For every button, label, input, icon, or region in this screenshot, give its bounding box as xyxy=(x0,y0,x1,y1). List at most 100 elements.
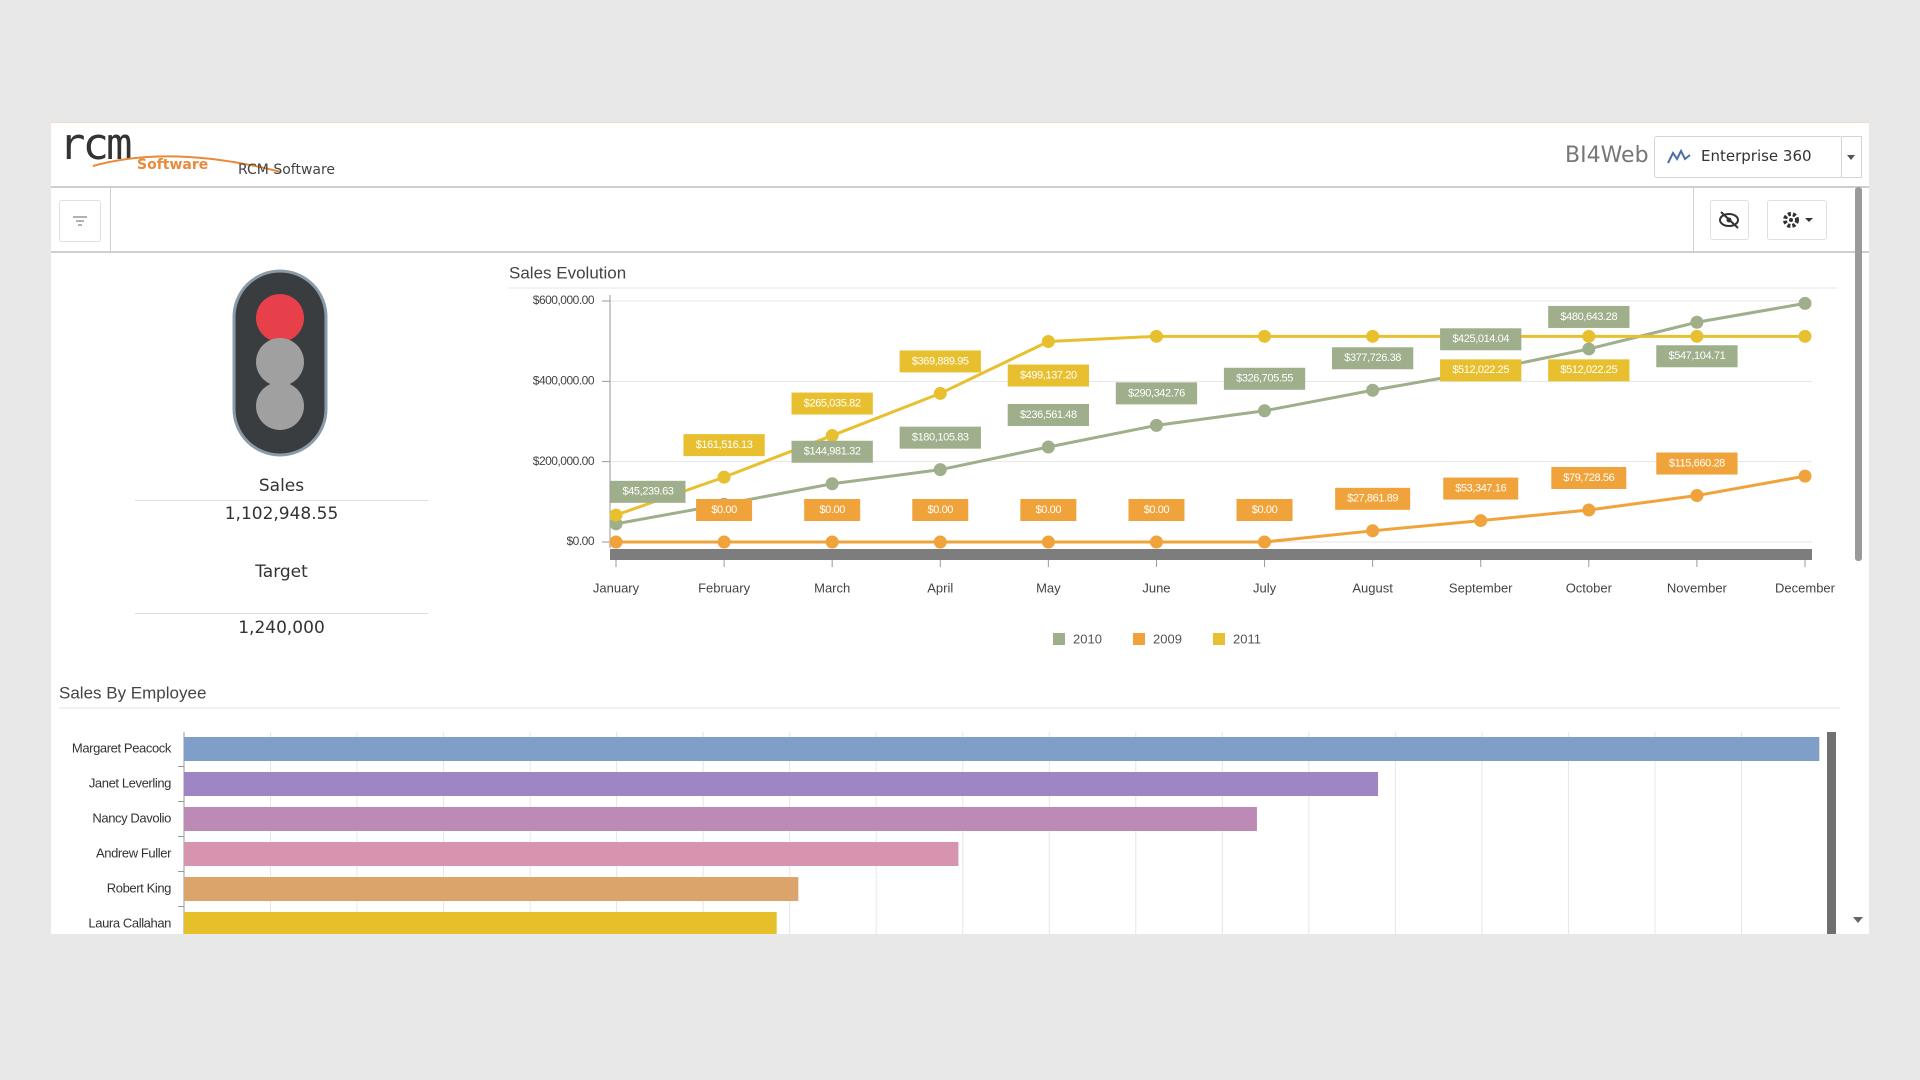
data-label-box xyxy=(1335,487,1411,510)
data-label-text: $326,705.55 xyxy=(1236,373,1293,385)
workspace-dropdown[interactable] xyxy=(1841,136,1862,178)
y-tick-label: Nancy Davolio xyxy=(92,810,171,825)
data-point xyxy=(1258,404,1272,418)
data-label: $115,660.28 xyxy=(1656,452,1738,475)
app-name: BI4Web xyxy=(1565,143,1649,168)
filter-button[interactable] xyxy=(59,200,101,242)
hide-button[interactable] xyxy=(1710,200,1749,240)
y-tick-label: Janet Leverling xyxy=(89,775,171,790)
data-label: $53,347.16 xyxy=(1443,477,1519,500)
data-label-box xyxy=(1128,499,1185,521)
legend-swatch xyxy=(1053,633,1065,645)
data-label-box xyxy=(1551,466,1627,489)
data-label-text: $377,726.38 xyxy=(1344,352,1401,364)
y-tick-label: Margaret Peacock xyxy=(72,740,172,755)
bar xyxy=(184,842,959,866)
data-label-box xyxy=(791,392,873,415)
toolbar-divider xyxy=(1693,188,1694,251)
data-label-box xyxy=(1223,367,1306,390)
data-point xyxy=(1798,329,1812,343)
data-point xyxy=(1149,418,1163,432)
data-label-text: $0.00 xyxy=(1144,504,1170,516)
data-point xyxy=(1690,489,1704,503)
kpi-rule xyxy=(135,500,428,501)
data-point xyxy=(1690,329,1704,343)
data-label: $0.00 xyxy=(1128,499,1185,521)
data-label-box xyxy=(1007,403,1090,426)
data-label-box xyxy=(1443,477,1519,500)
data-label: $0.00 xyxy=(1236,499,1293,521)
gear-icon xyxy=(1783,212,1813,228)
charts: Sales Evolution $0.00 $200,000.00 $400,000.… xyxy=(59,263,1840,934)
data-point xyxy=(1798,469,1812,483)
kpi-value: 1,102,948.55 xyxy=(224,504,339,524)
data-label-box xyxy=(1656,345,1738,368)
data-label-text: $236,561.48 xyxy=(1020,409,1077,421)
settings-button[interactable] xyxy=(1767,200,1827,240)
legend-swatch xyxy=(1213,633,1225,645)
data-label-text: $265,035.82 xyxy=(804,397,861,409)
scrollbar[interactable] xyxy=(1855,187,1862,561)
caret xyxy=(1847,155,1855,160)
data-label-text: $0.00 xyxy=(1252,504,1278,516)
workspace-name: Enterprise 360 xyxy=(1701,147,1812,165)
data-label: $0.00 xyxy=(696,499,753,521)
data-label-box xyxy=(1440,359,1522,382)
x-tick-label: June xyxy=(1142,580,1170,595)
data-label-box xyxy=(1115,382,1198,405)
y-tick-label: $600,000.00 xyxy=(533,293,595,307)
data-label-box xyxy=(912,499,969,521)
kpi-target-label: Target xyxy=(255,562,308,582)
data-point xyxy=(1149,329,1163,343)
data-label-box xyxy=(791,440,873,463)
data-point xyxy=(1798,296,1812,310)
data-point xyxy=(1258,535,1272,549)
toolbar xyxy=(51,188,1869,253)
data-label: $290,342.76 xyxy=(1115,382,1198,405)
bar xyxy=(184,877,799,901)
traffic-light xyxy=(232,269,328,457)
data-point xyxy=(1041,440,1055,454)
data-label: $180,105.83 xyxy=(899,426,981,449)
x-tick-label: July xyxy=(1253,580,1277,595)
x-tick-label: January xyxy=(593,580,640,595)
data-point xyxy=(1474,514,1488,528)
scroll-down-arrow[interactable] xyxy=(1850,912,1866,928)
data-label-text: $369,889.95 xyxy=(912,355,969,367)
data-label-box xyxy=(1548,305,1630,328)
filter-icon xyxy=(73,216,87,226)
data-label: $79,728.56 xyxy=(1551,466,1627,489)
bar xyxy=(184,807,1257,831)
data-point xyxy=(825,477,839,491)
y-tick-label: $200,000.00 xyxy=(533,454,595,468)
data-label-text: $53,347.16 xyxy=(1455,482,1506,494)
series-line xyxy=(615,301,1806,526)
data-point xyxy=(1258,329,1272,343)
y-tick-label: Laura Callahan xyxy=(88,915,171,930)
kpi-label: Sales xyxy=(258,476,305,496)
data-label: $0.00 xyxy=(1020,499,1077,521)
y-tick-label: Robert King xyxy=(107,880,171,895)
data-label-text: $547,104.71 xyxy=(1669,350,1726,362)
data-label-box xyxy=(610,480,686,503)
workspace-selector[interactable]: Enterprise 360 xyxy=(1654,136,1842,178)
data-point xyxy=(825,535,839,549)
toolbar-divider xyxy=(110,188,111,251)
legend-swatch xyxy=(1133,633,1145,645)
data-point xyxy=(1041,335,1055,349)
company-name: RCM Software xyxy=(238,162,336,178)
x-tick-label: October xyxy=(1566,580,1613,595)
data-label-text: $512,022.25 xyxy=(1452,364,1509,376)
data-label-text: $0.00 xyxy=(928,504,954,516)
data-label-box xyxy=(1656,452,1738,475)
data-point xyxy=(1582,329,1596,343)
y-tick-label: Andrew Fuller xyxy=(96,845,172,860)
data-point xyxy=(1366,524,1380,538)
data-label-box xyxy=(899,350,981,373)
x-tick-label: August xyxy=(1352,580,1393,595)
x-tick-label: May xyxy=(1036,580,1061,595)
logo[interactable]: rcm xyxy=(59,122,133,170)
kpi-rule xyxy=(135,613,428,614)
x-tick-label: February xyxy=(698,580,751,595)
kpi-target: 1,240,000 xyxy=(238,618,325,638)
